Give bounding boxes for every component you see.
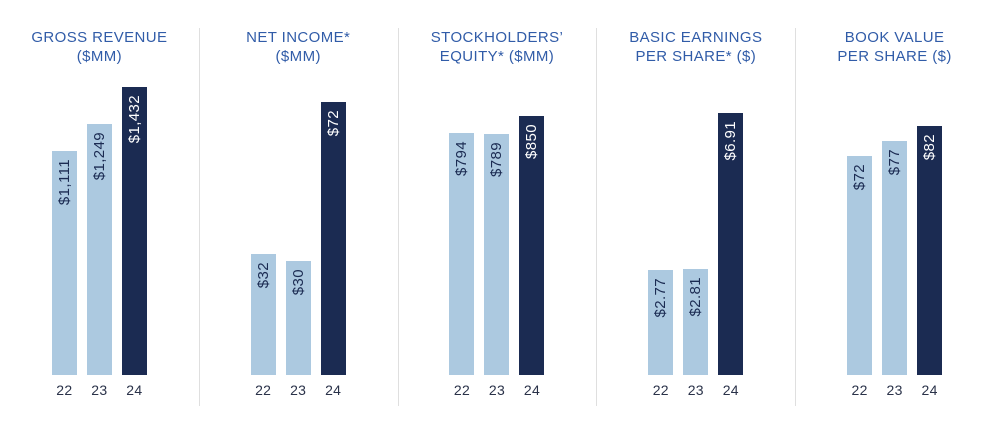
bar-2022: $32 xyxy=(250,253,276,375)
chart-title-line2: EQUITY* ($MM) xyxy=(439,48,555,65)
x-tick-2024: 24 xyxy=(325,382,342,398)
bar-value-label: $30 xyxy=(289,269,307,296)
chart-title: STOCKHOLDERS’ EQUITY* ($MM) xyxy=(431,28,563,68)
x-tick-2022: 22 xyxy=(453,382,471,398)
bar-value-label: $6.91 xyxy=(722,121,740,161)
chart-gross-revenue: GROSS REVENUE ($MM) $1,111 $1,249 $1,432… xyxy=(0,0,199,444)
bar-2023: $77 xyxy=(882,141,908,375)
x-axis-labels: 22 23 24 xyxy=(648,382,743,398)
bar-value-label: $2.81 xyxy=(687,276,705,317)
x-axis-labels: 22 23 24 xyxy=(449,382,544,398)
chart-net-income: NET INCOME* ($MM) $32 $30 $72 22 23 24 xyxy=(199,0,398,444)
chart-title-line1: NET INCOME* xyxy=(246,29,351,46)
chart-title-line1: GROSS REVENUE xyxy=(31,29,168,46)
x-tick-2023: 23 xyxy=(290,382,307,398)
chart-title-line1: BOOK VALUE xyxy=(844,29,945,46)
bar-2023: $30 xyxy=(285,261,311,375)
chart-book-value: BOOK VALUE PER SHARE ($) $72 $77 $82 22 … xyxy=(795,0,994,444)
x-tick-2023: 23 xyxy=(91,382,108,398)
x-axis-labels: 22 23 24 xyxy=(847,382,942,398)
bar-value-label: $72 xyxy=(851,164,869,191)
bar-value-label: $32 xyxy=(254,261,272,288)
column-divider xyxy=(596,28,598,406)
chart-title-line2: PER SHARE* ($) xyxy=(635,48,757,65)
bar-value-label: $2.77 xyxy=(652,278,670,318)
chart-title-line1: STOCKHOLDERS’ xyxy=(430,29,564,46)
bar-2023: $2.81 xyxy=(683,268,709,375)
bar-2022: $794 xyxy=(449,132,475,375)
x-tick-2024: 24 xyxy=(126,382,143,398)
x-tick-2024: 24 xyxy=(921,382,938,398)
bar-2022: $72 xyxy=(847,156,873,375)
bar-2022: $1,111 xyxy=(51,151,77,375)
bar-2024: $1,432 xyxy=(121,86,147,375)
x-tick-2022: 22 xyxy=(56,382,73,398)
column-divider xyxy=(795,28,797,406)
bar-value-label: $1,249 xyxy=(90,131,108,180)
chart-stockholders-equity: STOCKHOLDERS’ EQUITY* ($MM) $794 $789 $8… xyxy=(398,0,597,444)
x-tick-2024: 24 xyxy=(722,382,739,398)
bar-value-label: $789 xyxy=(488,142,506,178)
plot-area: $2.77 $2.81 $6.91 xyxy=(648,85,744,375)
plot-area: $794 $789 $850 xyxy=(449,85,545,375)
plot-area: $1,111 $1,249 $1,432 xyxy=(51,85,147,375)
chart-basic-eps: BASIC EARNINGS PER SHARE* ($) $2.77 $2.8… xyxy=(596,0,795,444)
bar-value-label: $850 xyxy=(523,123,541,159)
bar-value-label: $77 xyxy=(886,149,904,176)
x-tick-2023: 23 xyxy=(886,382,903,398)
bar-2024: $850 xyxy=(519,115,545,375)
bar-2023: $1,249 xyxy=(86,123,112,375)
bar-2023: $789 xyxy=(484,134,510,375)
bar-value-label: $82 xyxy=(921,134,939,161)
bar-value-label: $1,432 xyxy=(125,94,143,143)
bar-2024: $82 xyxy=(917,126,943,375)
bar-2024: $72 xyxy=(320,102,346,375)
x-axis-labels: 22 23 24 xyxy=(52,382,147,398)
chart-title-line2: PER SHARE ($) xyxy=(837,48,952,65)
column-divider xyxy=(198,28,200,406)
bar-value-label: $1,111 xyxy=(55,159,73,206)
chart-title: NET INCOME* ($MM) xyxy=(246,28,350,68)
chart-title: BOOK VALUE PER SHARE ($) xyxy=(837,28,951,68)
bar-value-label: $794 xyxy=(453,140,471,176)
chart-title: BASIC EARNINGS PER SHARE* ($) xyxy=(629,28,762,68)
bar-value-label: $72 xyxy=(324,110,342,137)
chart-title-line1: BASIC EARNINGS xyxy=(629,29,763,46)
x-tick-2022: 22 xyxy=(652,382,669,398)
x-axis-labels: 22 23 24 xyxy=(251,382,346,398)
x-tick-2022: 22 xyxy=(851,382,868,398)
bar-2024: $6.91 xyxy=(718,113,744,375)
bar-2022: $2.77 xyxy=(648,270,674,375)
x-tick-2022: 22 xyxy=(255,382,272,398)
plot-area: $32 $30 $72 xyxy=(250,85,346,375)
x-tick-2024: 24 xyxy=(523,382,541,398)
x-tick-2023: 23 xyxy=(488,382,506,398)
column-divider xyxy=(397,28,399,406)
plot-area: $72 $77 $82 xyxy=(847,85,943,375)
x-tick-2023: 23 xyxy=(687,382,704,398)
chart-title-line2: ($MM) xyxy=(76,48,123,65)
chart-title-line2: ($MM) xyxy=(275,48,321,65)
chart-title: GROSS REVENUE ($MM) xyxy=(31,28,167,68)
